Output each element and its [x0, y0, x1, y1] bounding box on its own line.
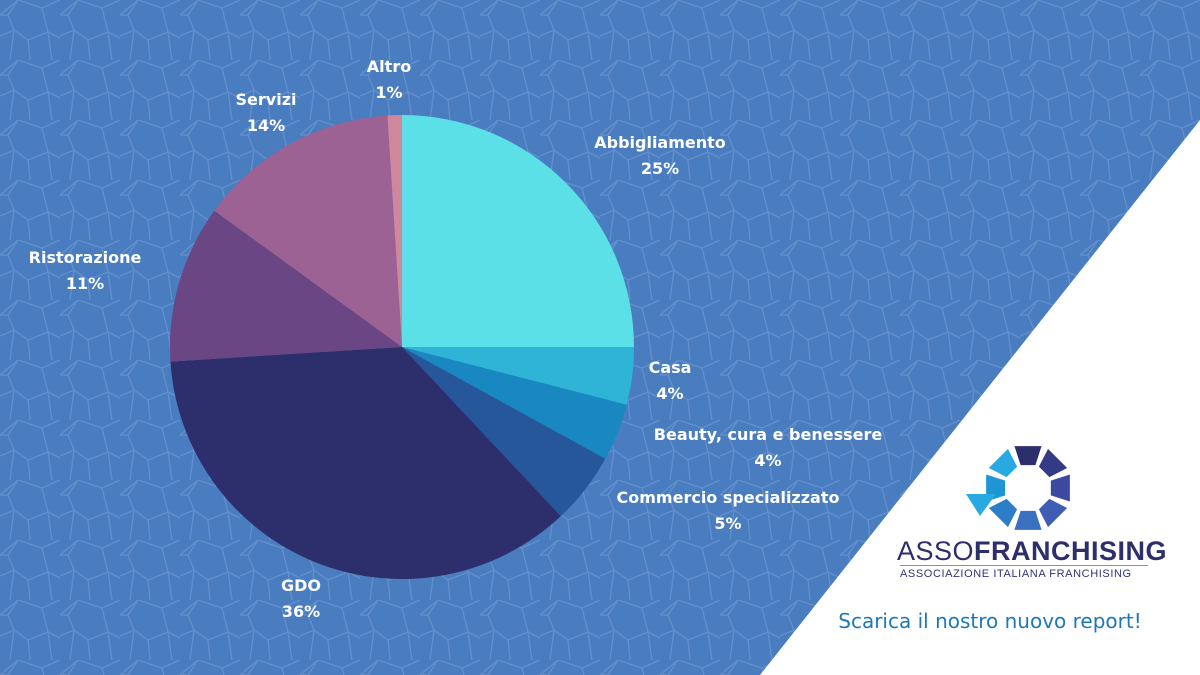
data-label-value: 4% [656, 384, 684, 403]
white-corner-panel [760, 120, 1200, 675]
data-label-altro: Altro 1% [367, 54, 411, 106]
data-label-name: Commercio specializzato [616, 488, 840, 507]
data-label-gdo: GDO 36% [281, 573, 321, 625]
data-label-name: Beauty, cura e benessere [653, 425, 883, 444]
data-label-commercio-specializzato: Commercio specializzato 5% [617, 485, 840, 537]
data-label-name: Casa [648, 358, 692, 377]
pie-slice-casa [402, 347, 634, 405]
pie-slice-altro [387, 115, 402, 347]
logo-segment [988, 448, 1018, 478]
logo-segment [1050, 474, 1070, 502]
brand-name-light: ASSO [897, 536, 975, 566]
data-label-servizi: Servizi 14% [236, 87, 297, 139]
logo-segment [988, 498, 1018, 528]
pie-slice-gdo [170, 347, 561, 579]
download-report-cta[interactable]: Scarica il nostro nuovo report! [838, 609, 1142, 633]
data-label-abbigliamento: Abbigliamento 25% [594, 130, 726, 182]
logo-segment [1038, 498, 1068, 528]
data-label-value: 1% [375, 83, 403, 102]
pie-slice-servizi [214, 115, 402, 348]
brand-tagline: ASSOCIAZIONE ITALIANA FRANCHISING [900, 565, 1148, 580]
brand-name-bold: FRANCHISING [974, 536, 1168, 566]
data-label-value: 14% [246, 116, 286, 135]
pie-slice-commercio-specializzato [402, 347, 606, 517]
logo-segment [1014, 510, 1042, 530]
data-label-name: GDO [280, 576, 322, 595]
data-label-value: 25% [640, 159, 680, 178]
pie-slice-abbigliamento [402, 115, 634, 347]
logo-segment [1038, 448, 1068, 478]
data-label-value: 4% [754, 451, 782, 470]
data-label-name: Ristorazione [28, 248, 142, 267]
data-label-ristorazione: Ristorazione 11% [29, 245, 142, 297]
pie-slice-ristorazione [169, 210, 402, 362]
logo-segment [1014, 446, 1042, 466]
logo-detached-piece [966, 494, 996, 516]
data-label-name: Altro [366, 57, 412, 76]
data-label-value: 11% [65, 274, 105, 293]
data-label-name: Abbigliamento [594, 133, 726, 152]
data-label-value: 36% [281, 602, 321, 621]
data-label-name: Servizi [235, 90, 297, 109]
pie-slice-beauty-cura-e-benessere [402, 347, 627, 459]
data-label-casa: Casa 4% [649, 355, 692, 407]
brand-name: ASSOFRANCHISING [897, 536, 1167, 567]
assofranchising-logo-icon [966, 446, 1070, 530]
data-label-value: 5% [714, 514, 742, 533]
data-label-beauty-cura-e-benessere: Beauty, cura e benessere 4% [654, 422, 882, 474]
